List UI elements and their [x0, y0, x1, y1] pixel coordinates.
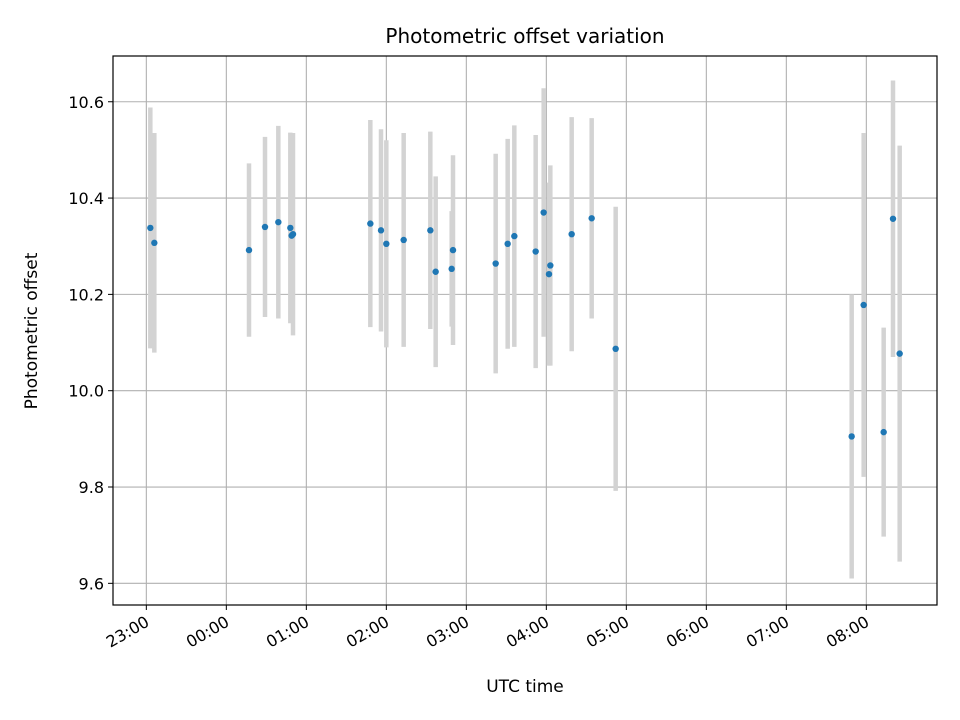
- grid: [113, 56, 937, 605]
- data-point: [383, 240, 390, 248]
- data-point: [547, 262, 554, 269]
- y-tick-label: 9.8: [79, 478, 104, 497]
- data-point: [287, 224, 294, 232]
- plot-frame: [112, 55, 938, 606]
- data-point: [448, 265, 455, 273]
- data-point: [860, 301, 867, 309]
- data-point: [427, 227, 434, 234]
- data-point: [432, 268, 439, 275]
- x-tick-label: 08:00: [823, 612, 872, 652]
- error-bars: [148, 80, 902, 579]
- data-point: [492, 260, 499, 267]
- data-point: [245, 246, 253, 254]
- y-tick-label: 10.0: [68, 382, 104, 401]
- y-axis-label: Photometric offset: [22, 252, 42, 409]
- y-tick-label: 9.6: [79, 574, 104, 593]
- data-point: [545, 270, 553, 278]
- x-tick-label: 04:00: [503, 612, 552, 652]
- data-points: [147, 209, 903, 440]
- y-axis-ticks: 9.6 9.8 10.0 10.2 10.4 10.6: [68, 93, 113, 593]
- x-axis-ticks: 23:00 00:00 01:00 02:00 03:00 04:00 05:00 06:00…: [103, 605, 872, 652]
- chart-title: Photometric offset variation: [385, 24, 664, 48]
- y-tick-label: 10.2: [68, 285, 104, 304]
- data-point: [504, 240, 511, 248]
- x-tick-label: 01:00: [263, 612, 312, 652]
- data-point: [400, 236, 407, 244]
- data-point: [367, 220, 374, 227]
- data-point: [147, 224, 154, 232]
- data-point: [848, 433, 855, 440]
- data-point: [588, 215, 595, 222]
- y-tick-label: 10.4: [68, 189, 104, 208]
- data-point: [449, 246, 457, 254]
- data-point: [511, 232, 518, 240]
- data-point: [880, 428, 887, 436]
- x-tick-label: 03:00: [423, 612, 472, 652]
- x-tick-label: 00:00: [183, 612, 232, 652]
- data-point: [540, 209, 547, 216]
- data-point: [532, 248, 539, 255]
- data-point: [289, 230, 297, 238]
- x-tick-label: 07:00: [743, 612, 792, 652]
- data-point: [896, 350, 903, 357]
- data-point: [889, 215, 897, 222]
- data-point: [377, 227, 385, 234]
- x-tick-label: 05:00: [583, 612, 632, 652]
- data-point: [612, 345, 619, 352]
- y-tick-label: 10.6: [68, 93, 104, 112]
- x-axis-label: UTC time: [486, 677, 564, 697]
- data-point: [275, 218, 282, 226]
- x-tick-label: 06:00: [663, 612, 712, 652]
- x-tick-label: 23:00: [103, 612, 152, 652]
- x-tick-label: 02:00: [343, 612, 392, 652]
- data-point: [261, 223, 269, 231]
- data-point: [151, 239, 158, 247]
- data-point: [568, 230, 575, 238]
